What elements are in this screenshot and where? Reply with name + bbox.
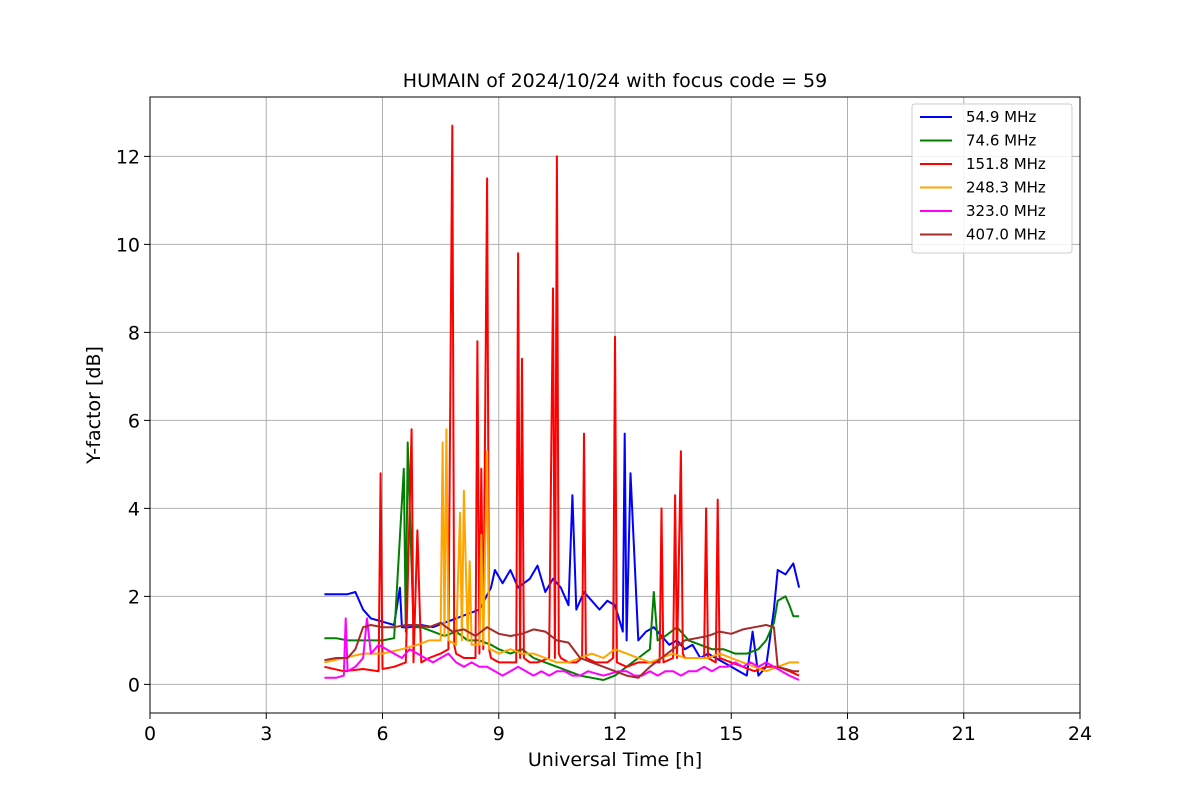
y-tick-label: 4 (128, 498, 140, 520)
y-tick-label: 6 (128, 410, 140, 432)
series-line-1 (324, 441, 800, 681)
legend-label-3: 248.3 MHz (966, 179, 1046, 197)
series-line-2 (324, 124, 800, 677)
x-axis-label: Universal Time [h] (528, 749, 702, 771)
x-tick-label: 15 (719, 723, 743, 745)
series-line-3 (324, 428, 800, 673)
x-tick-label: 12 (603, 723, 627, 745)
x-tick-label: 18 (835, 723, 859, 745)
series-line-0 (324, 432, 801, 677)
y-tick-label: 10 (116, 234, 140, 256)
legend-label-2: 151.8 MHz (966, 155, 1046, 173)
x-tick-label: 9 (493, 723, 505, 745)
y-tick-label: 12 (116, 146, 140, 168)
legend-label-5: 407.0 MHz (966, 226, 1046, 244)
legend-label-4: 323.0 MHz (966, 202, 1046, 220)
y-tick-label: 2 (128, 586, 140, 608)
chart-title: HUMAIN of 2024/10/24 with focus code = 5… (403, 70, 827, 92)
x-tick-label: 6 (376, 723, 388, 745)
y-tick-label: 0 (128, 674, 140, 696)
y-tick-label: 8 (128, 322, 140, 344)
x-tick-label: 21 (952, 723, 976, 745)
series-line-5 (324, 621, 800, 679)
x-tick-label: 0 (144, 723, 156, 745)
x-tick-label: 24 (1068, 723, 1092, 745)
legend: 54.9 MHz 74.6 MHz 151.8 MHz 248.3 MHz 323.0… (911, 103, 1073, 254)
x-tick-label: 3 (260, 723, 272, 745)
legend-label-0: 54.9 MHz (966, 108, 1036, 126)
series-line-4 (324, 617, 800, 681)
legend-label-1: 74.6 MHz (966, 132, 1036, 150)
y-axis-label: Y-factor [dB] (83, 346, 105, 465)
series-lines (324, 124, 801, 681)
